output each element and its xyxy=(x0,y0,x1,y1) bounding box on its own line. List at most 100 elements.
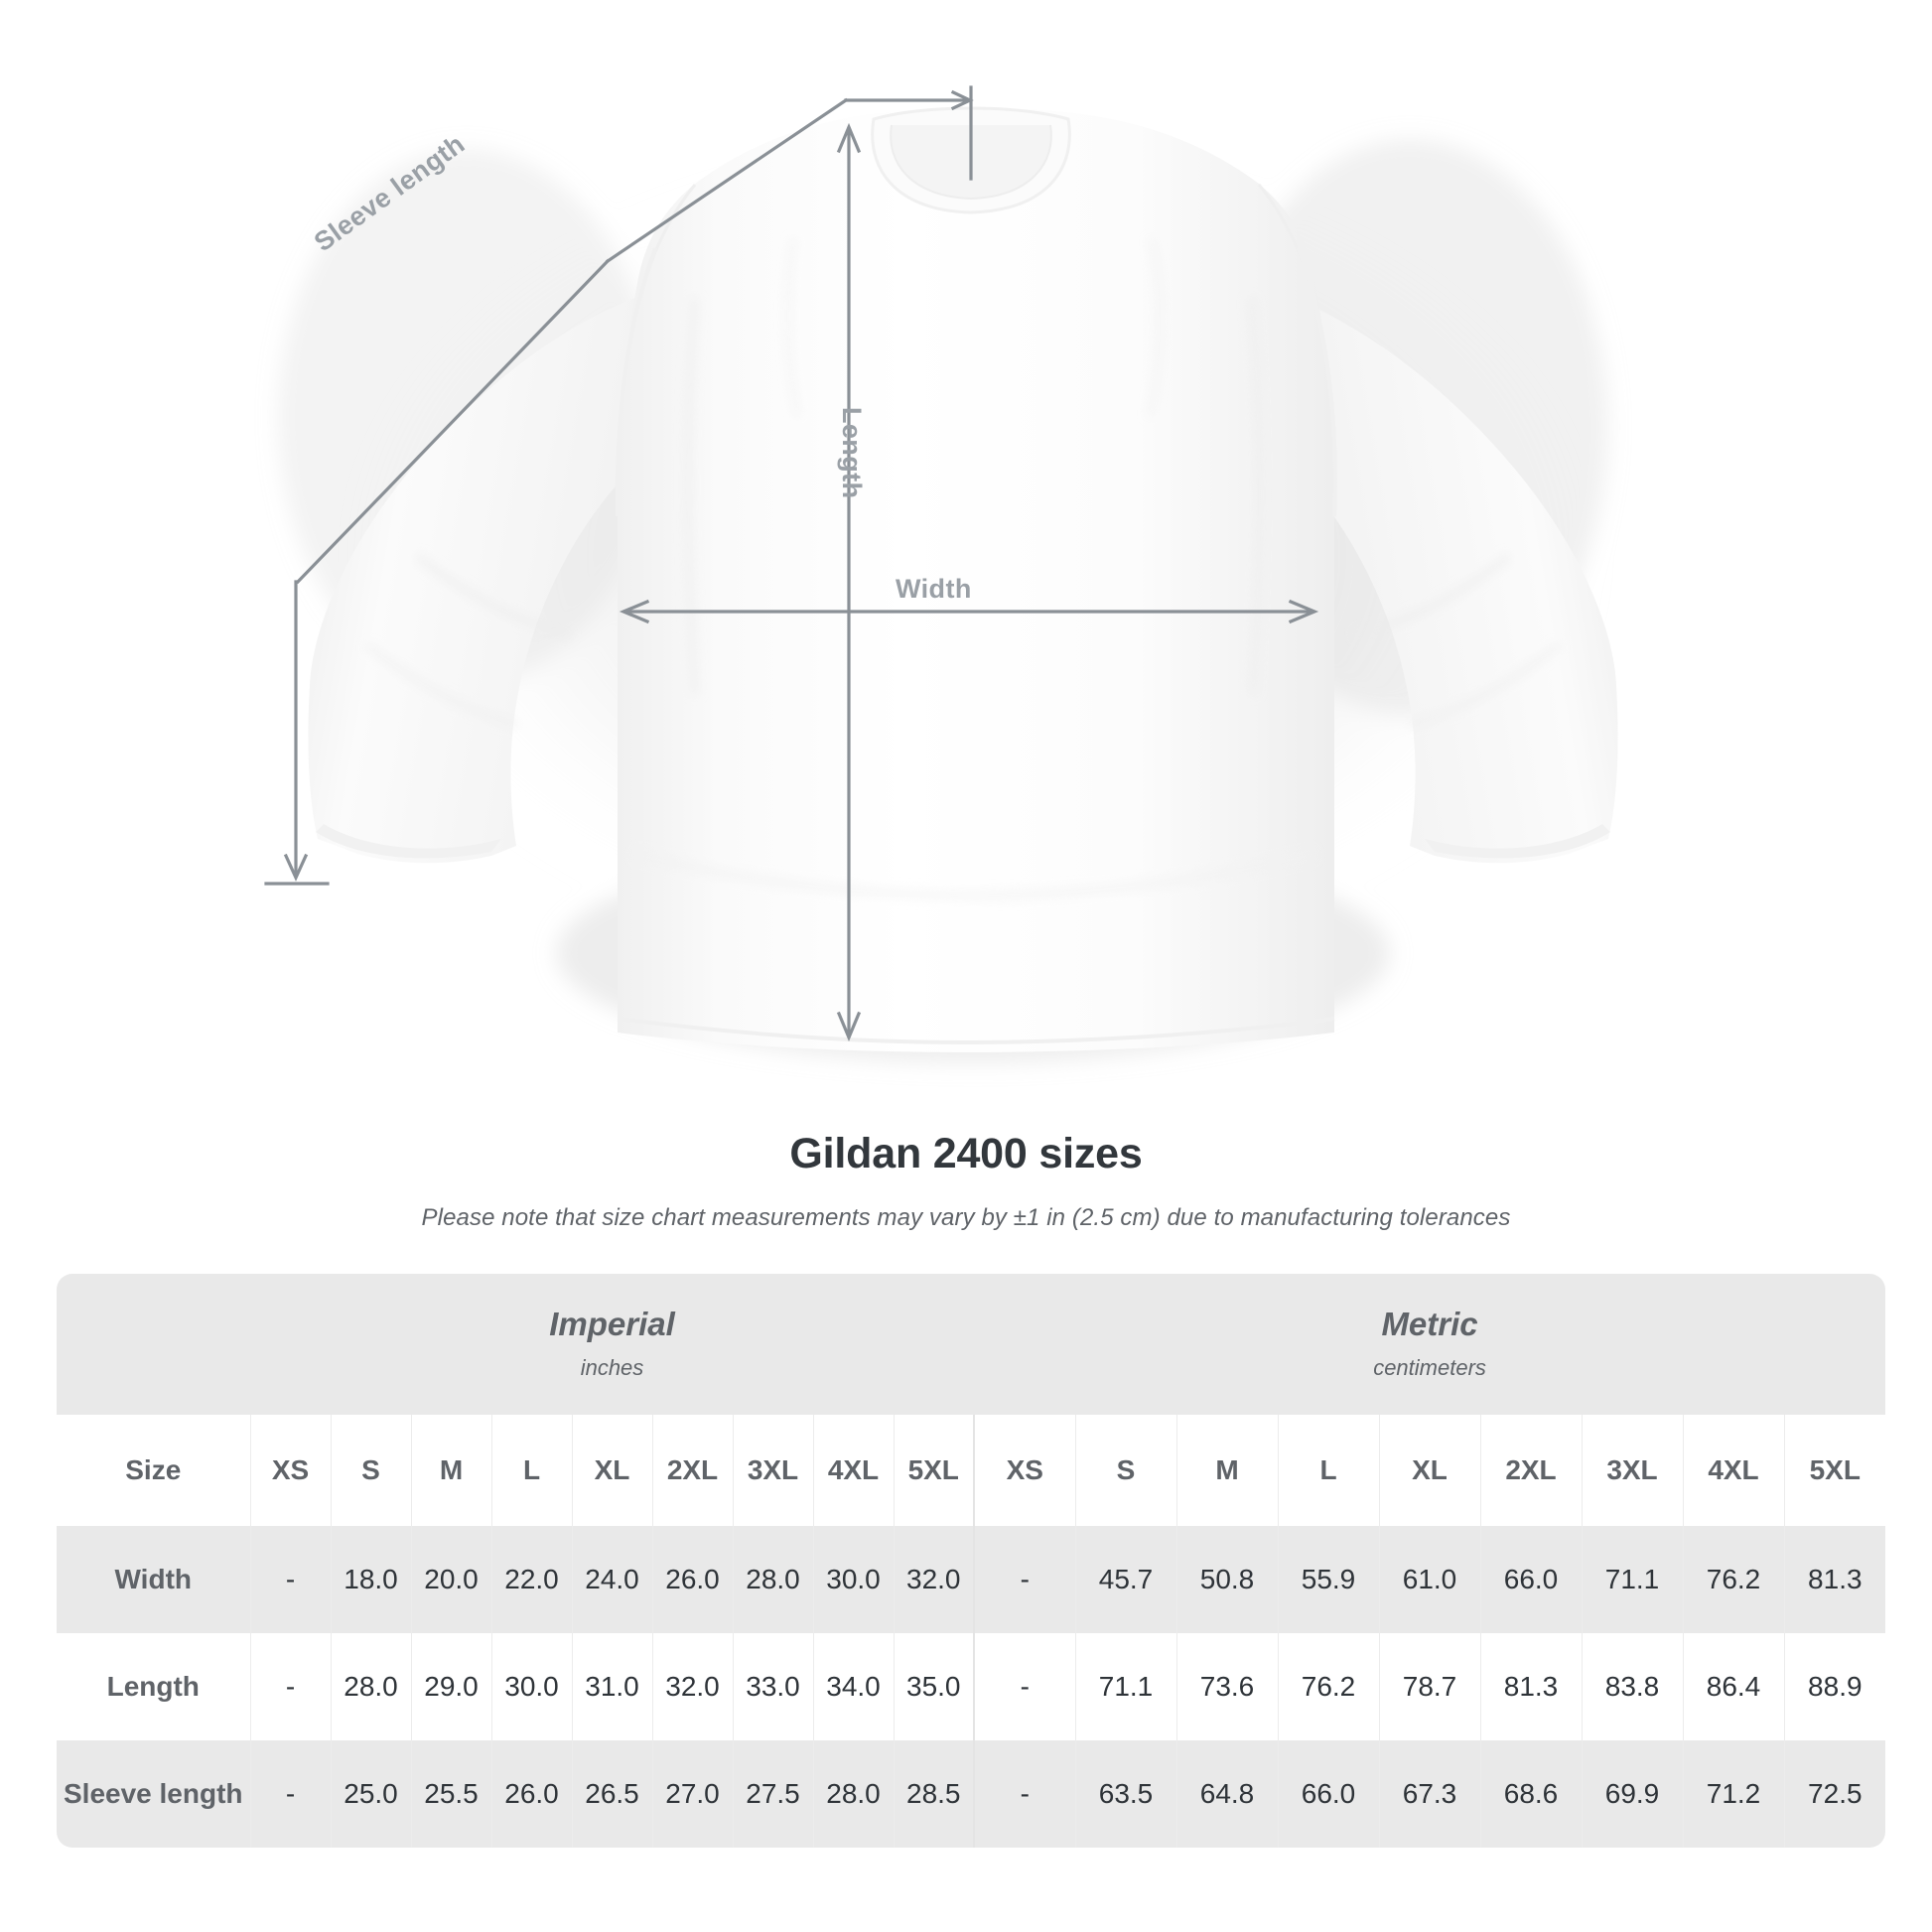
shirt-body xyxy=(308,106,1618,1052)
cell-sleeve-length-metric-3xl: 69.9 xyxy=(1581,1740,1683,1848)
cell-length-metric-xl: 78.7 xyxy=(1378,1633,1480,1740)
cell-sleeve-length-imperial-4xl: 28.0 xyxy=(812,1740,894,1848)
fabric-folds xyxy=(364,237,1562,901)
cell-width-imperial-xl: 24.0 xyxy=(571,1526,652,1633)
size-header-imperial-xl: XL xyxy=(571,1415,652,1526)
cell-length-imperial-5xl: 35.0 xyxy=(893,1633,974,1740)
cell-width-imperial-xs: - xyxy=(249,1526,331,1633)
hem xyxy=(617,1017,1335,1045)
cell-width-imperial-l: 22.0 xyxy=(490,1526,572,1633)
cell-width-imperial-5xl: 32.0 xyxy=(893,1526,974,1633)
cell-width-metric-2xl: 66.0 xyxy=(1479,1526,1582,1633)
cell-sleeve-length-metric-2xl: 68.6 xyxy=(1479,1740,1582,1848)
size-header-metric-3xl: 3XL xyxy=(1581,1415,1683,1526)
size-header-imperial-4xl: 4XL xyxy=(812,1415,894,1526)
cell-sleeve-length-metric-l: 66.0 xyxy=(1277,1740,1379,1848)
cell-sleeve-length-imperial-l: 26.0 xyxy=(490,1740,572,1848)
row-label-width: Width xyxy=(57,1526,250,1633)
table-row-sleeve-length: Sleeve length -25.0 25.5 26.0 26.5 27.0 27.5 28… xyxy=(57,1740,1886,1848)
left-cuff xyxy=(316,824,501,859)
row-label-length: Length xyxy=(57,1633,250,1740)
cell-length-imperial-4xl: 34.0 xyxy=(812,1633,894,1740)
page-title: Gildan 2400 sizes xyxy=(789,1130,1143,1177)
unit-sub-imperial: inches xyxy=(580,1355,644,1381)
cell-width-imperial-3xl: 28.0 xyxy=(732,1526,813,1633)
unit-banner-spacer xyxy=(57,1274,250,1415)
cell-length-imperial-l: 30.0 xyxy=(490,1633,572,1740)
size-header-imperial-2xl: 2XL xyxy=(651,1415,733,1526)
size-chart-table: Imperial inches Metric centimeters Size XS S M L… xyxy=(57,1274,1886,1848)
cell-length-imperial-2xl: 32.0 xyxy=(651,1633,733,1740)
size-header-imperial-l: L xyxy=(490,1415,572,1526)
size-header-metric-2xl: 2XL xyxy=(1479,1415,1582,1526)
cell-length-metric-s: 71.1 xyxy=(1074,1633,1176,1740)
cell-width-imperial-2xl: 26.0 xyxy=(651,1526,733,1633)
cell-length-metric-m: 73.6 xyxy=(1175,1633,1278,1740)
unit-sub-metric: centimeters xyxy=(1373,1355,1486,1381)
cell-sleeve-length-metric-s: 63.5 xyxy=(1074,1740,1176,1848)
size-header-metric-xs: XS xyxy=(973,1415,1075,1526)
size-header-imperial-5xl: 5XL xyxy=(893,1415,974,1526)
size-header-imperial-3xl: 3XL xyxy=(732,1415,813,1526)
width-dimension xyxy=(619,599,1319,624)
row-label-sleeve-length: Sleeve length xyxy=(57,1740,250,1848)
table-row-width: Width -18.0 20.0 22.0 24.0 26.0 28.0 30.0 32.0-4… xyxy=(57,1526,1886,1633)
cell-width-metric-xl: 61.0 xyxy=(1378,1526,1480,1633)
size-header-row: Size XS S M L XL 2XL 3XL 4XL 5XL XS S M L XL 2XL 3XL 4XL 5… xyxy=(57,1415,1886,1526)
size-header-metric-5xl: 5XL xyxy=(1783,1415,1886,1526)
cell-width-metric-5xl: 81.3 xyxy=(1783,1526,1886,1633)
cell-length-metric-5xl: 88.9 xyxy=(1783,1633,1886,1740)
cell-length-metric-2xl: 81.3 xyxy=(1479,1633,1582,1740)
cell-sleeve-length-imperial-2xl: 27.0 xyxy=(651,1740,733,1848)
size-header-imperial-m: M xyxy=(410,1415,491,1526)
cell-sleeve-length-metric-5xl: 72.5 xyxy=(1783,1740,1886,1848)
cell-sleeve-length-imperial-5xl: 28.5 xyxy=(893,1740,974,1848)
cell-width-imperial-m: 20.0 xyxy=(410,1526,491,1633)
unit-name-metric: Metric xyxy=(1381,1305,1478,1342)
unit-banner-metric: Metric centimeters xyxy=(974,1274,1886,1415)
right-cuff xyxy=(1425,824,1610,859)
size-header-imperial-s: S xyxy=(330,1415,411,1526)
garment-illustration: Sleeve length Length Width xyxy=(264,85,1618,1062)
cell-sleeve-length-metric-xl: 67.3 xyxy=(1378,1740,1480,1848)
table-row-length: Length -28.0 29.0 30.0 31.0 32.0 33.0 34.0 35.0-… xyxy=(57,1633,1886,1740)
size-header-metric-l: L xyxy=(1277,1415,1379,1526)
cell-length-metric-4xl: 86.4 xyxy=(1682,1633,1784,1740)
right-sleeve xyxy=(1291,298,1618,864)
cell-width-imperial-s: 18.0 xyxy=(330,1526,411,1633)
shirt-diagram-svg xyxy=(264,85,1618,1062)
unit-banner-imperial: Imperial inches xyxy=(250,1274,974,1415)
cell-length-imperial-s: 28.0 xyxy=(330,1633,411,1740)
cell-length-metric-3xl: 83.8 xyxy=(1581,1633,1683,1740)
cell-sleeve-length-metric-m: 64.8 xyxy=(1175,1740,1278,1848)
cell-sleeve-length-imperial-m: 25.5 xyxy=(410,1740,491,1848)
length-dimension xyxy=(836,122,862,1042)
dimension-lines xyxy=(264,85,1319,1042)
cell-width-metric-l: 55.9 xyxy=(1277,1526,1379,1633)
unit-banner-row: Imperial inches Metric centimeters xyxy=(57,1274,1886,1415)
tolerance-note: Please note that size chart measurements… xyxy=(421,1204,1511,1231)
cell-length-metric-xs: - xyxy=(973,1633,1075,1740)
cell-length-imperial-3xl: 33.0 xyxy=(732,1633,813,1740)
cell-width-metric-s: 45.7 xyxy=(1074,1526,1176,1633)
torso xyxy=(618,108,1334,1052)
cell-sleeve-length-imperial-s: 25.0 xyxy=(330,1740,411,1848)
width-dimension-label: Width xyxy=(896,574,972,604)
size-header-imperial-xs: XS xyxy=(249,1415,331,1526)
cell-length-imperial-xs: - xyxy=(249,1633,331,1740)
cell-sleeve-length-metric-xs: - xyxy=(973,1740,1075,1848)
length-dimension-label: Length xyxy=(837,407,867,499)
cell-sleeve-length-imperial-xs: - xyxy=(249,1740,331,1848)
size-header-label: Size xyxy=(57,1415,250,1526)
right-armhole-seam xyxy=(1297,247,1337,517)
size-header-metric-4xl: 4XL xyxy=(1682,1415,1784,1526)
cell-width-metric-4xl: 76.2 xyxy=(1682,1526,1784,1633)
cell-length-imperial-m: 29.0 xyxy=(410,1633,491,1740)
cell-width-imperial-4xl: 30.0 xyxy=(812,1526,894,1633)
cell-width-metric-3xl: 71.1 xyxy=(1581,1526,1683,1633)
size-header-metric-s: S xyxy=(1074,1415,1176,1526)
left-sleeve xyxy=(308,298,635,864)
size-header-metric-xl: XL xyxy=(1378,1415,1480,1526)
cell-sleeve-length-imperial-3xl: 27.5 xyxy=(732,1740,813,1848)
cell-length-metric-l: 76.2 xyxy=(1277,1633,1379,1740)
